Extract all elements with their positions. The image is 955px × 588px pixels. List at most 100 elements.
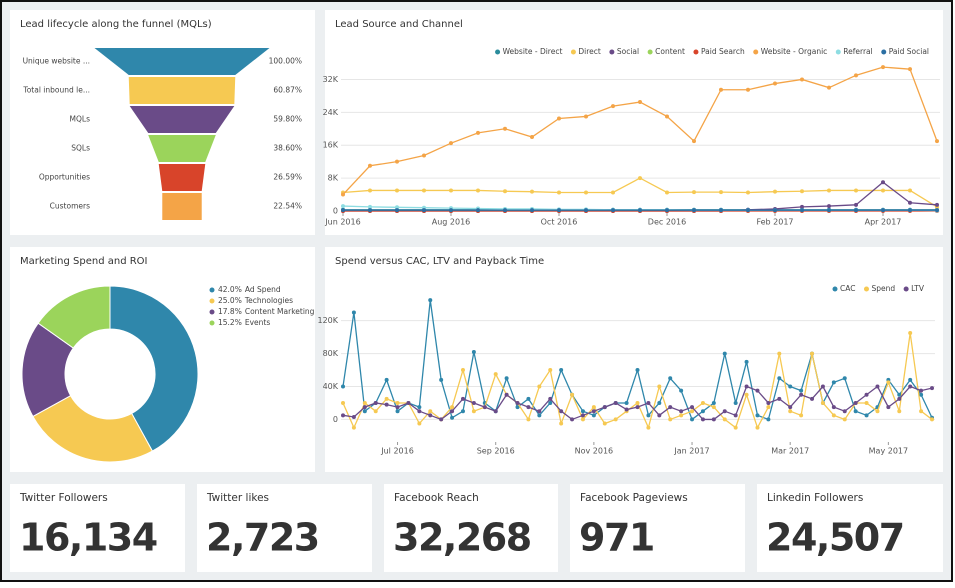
data-point: [935, 139, 939, 144]
legend-value: 15.2%: [218, 318, 242, 327]
legend-entry: Referral: [843, 47, 872, 56]
data-point: [351, 425, 356, 430]
kpi-card: [197, 484, 372, 572]
legend-swatch: [693, 49, 699, 55]
data-point: [700, 400, 705, 405]
data-point: [341, 384, 345, 389]
data-point: [766, 417, 771, 422]
data-point: [657, 400, 662, 405]
panel-title: Marketing Spend and ROI: [20, 256, 148, 267]
data-point: [744, 384, 749, 389]
data-point: [831, 413, 836, 418]
data-point: [773, 189, 777, 194]
data-point: [624, 400, 629, 405]
data-point: [530, 208, 534, 213]
data-point: [919, 409, 924, 414]
data-point: [395, 405, 400, 410]
data-point: [733, 413, 738, 418]
data-point: [853, 409, 858, 414]
legend-entry: 25.0% Technologies: [218, 296, 293, 305]
data-point: [395, 208, 399, 213]
data-point: [679, 388, 684, 393]
x-tick-label: Apr 2017: [865, 218, 902, 227]
data-point: [450, 405, 455, 410]
data-point: [580, 417, 585, 422]
data-point: [471, 400, 476, 405]
data-point: [368, 204, 372, 209]
legend-entry: 15.2% Events: [218, 318, 270, 327]
data-point: [646, 413, 651, 418]
data-point: [773, 81, 777, 86]
legend-value: 17.8%: [218, 307, 242, 316]
legend-swatch: [209, 309, 215, 315]
data-point: [908, 200, 912, 205]
data-point: [591, 405, 596, 410]
kpi-value: 32,268: [393, 516, 531, 560]
stage-label: Opportunities: [39, 173, 90, 182]
data-point: [395, 400, 400, 405]
data-point: [766, 400, 771, 405]
panel-title: Lead lifecycle along the funnel (MQLs): [20, 19, 212, 30]
data-point: [755, 413, 760, 418]
y-tick-label: 0: [333, 415, 338, 424]
data-point: [428, 409, 433, 414]
stage-value: 59.80%: [273, 115, 302, 124]
data-point: [800, 208, 804, 213]
data-point: [700, 417, 705, 422]
data-point: [935, 202, 939, 207]
data-point: [733, 400, 738, 405]
data-point: [881, 208, 885, 213]
data-point: [919, 392, 924, 397]
data-point: [460, 409, 465, 414]
data-point: [530, 135, 534, 139]
data-point: [668, 405, 673, 410]
data-point: [773, 208, 777, 213]
data-point: [854, 202, 858, 207]
data-point: [493, 372, 498, 377]
data-point: [638, 100, 642, 105]
data-point: [570, 417, 575, 422]
data-point: [635, 405, 640, 410]
legend-swatch: [881, 49, 887, 55]
data-point: [515, 400, 520, 405]
funnel-stage: [94, 48, 270, 75]
data-point: [635, 368, 640, 373]
data-point: [733, 425, 738, 430]
data-point: [800, 204, 804, 209]
data-point: [584, 208, 588, 213]
funnel-stage: [162, 193, 202, 220]
data-point: [611, 190, 615, 195]
data-point: [515, 405, 520, 410]
data-point: [476, 208, 480, 213]
data-point: [908, 331, 913, 336]
data-point: [460, 368, 465, 373]
kpi-label: Twitter likes: [206, 492, 269, 504]
kpi-card: [384, 484, 558, 572]
data-point: [827, 208, 831, 213]
data-point: [668, 417, 673, 422]
panel: [325, 10, 943, 235]
data-point: [503, 208, 507, 213]
data-point: [881, 188, 885, 193]
data-point: [635, 400, 640, 405]
stage-label: MQLs: [70, 115, 91, 124]
data-point: [611, 104, 615, 109]
x-tick-label: Jan 2017: [673, 447, 709, 456]
data-point: [831, 380, 836, 385]
kpi-value: 2,723: [206, 516, 319, 560]
data-point: [580, 409, 585, 414]
kpi-label: Linkedin Followers: [767, 492, 863, 504]
data-point: [820, 384, 825, 389]
data-point: [692, 208, 696, 213]
data-point: [766, 405, 771, 410]
data-point: [526, 417, 531, 422]
data-point: [395, 409, 400, 414]
data-point: [690, 405, 695, 410]
kpi-value: 24,507: [766, 516, 904, 560]
data-point: [719, 208, 723, 213]
data-point: [341, 400, 345, 405]
donut-slice: [109, 285, 199, 452]
data-point: [460, 396, 465, 401]
data-point: [504, 376, 509, 381]
panel: [325, 247, 943, 472]
